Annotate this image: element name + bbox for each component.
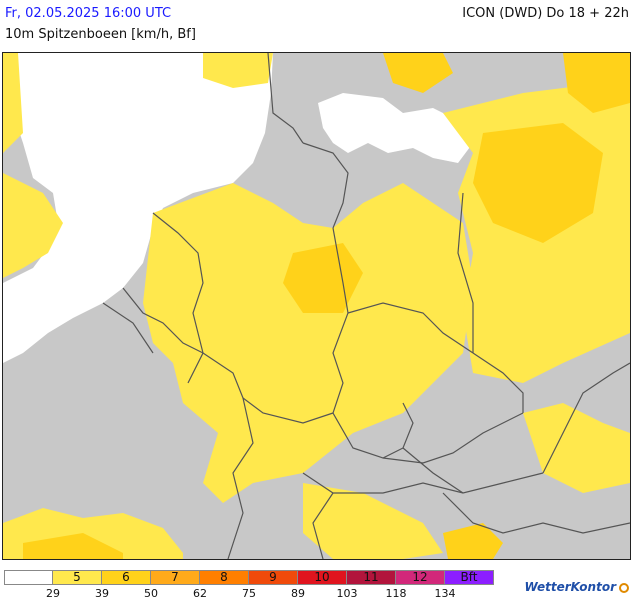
legend-threshold: 50 [144, 587, 158, 600]
legend-threshold: 134 [434, 587, 456, 600]
gust-map [2, 52, 631, 560]
parameter-label: 10m Spitzenboeen [km/h, Bf] [5, 27, 196, 42]
legend-threshold: 75 [242, 587, 256, 600]
brand-logo: WetterKontor [525, 580, 629, 594]
north-sea [3, 53, 273, 363]
legend-bin: 12 [396, 570, 445, 585]
country-borders [102, 53, 630, 559]
legend-bin: 10 [298, 570, 347, 585]
baltic-sea [318, 93, 473, 163]
legend-threshold: 62 [193, 587, 207, 600]
legend-bin: 7 [151, 570, 200, 585]
legend-bin: 6 [102, 570, 151, 585]
forecast-datetime: Fr, 02.05.2025 16:00 UTC [5, 6, 172, 21]
legend-threshold: 39 [95, 587, 109, 600]
legend-bin: Bft [445, 570, 494, 585]
gust-bft6-areas [23, 53, 630, 559]
model-run-label: ICON (DWD) Do 18 + 22h [462, 6, 629, 21]
legend-threshold: 103 [336, 587, 358, 600]
legend-thresholds: 29 39 50 62 75 89 103 118 134 [0, 587, 633, 601]
legend-bin [4, 570, 53, 585]
legend-bin: 11 [347, 570, 396, 585]
logo-icon [619, 582, 629, 593]
legend-threshold: 29 [46, 587, 60, 600]
legend-bin: 5 [53, 570, 102, 585]
legend-bin: 9 [249, 570, 298, 585]
legend-bin: 8 [200, 570, 249, 585]
legend-threshold: 89 [291, 587, 305, 600]
legend-threshold: 118 [385, 587, 407, 600]
color-legend: 5 6 7 8 9 10 11 12 Bft [4, 570, 494, 586]
